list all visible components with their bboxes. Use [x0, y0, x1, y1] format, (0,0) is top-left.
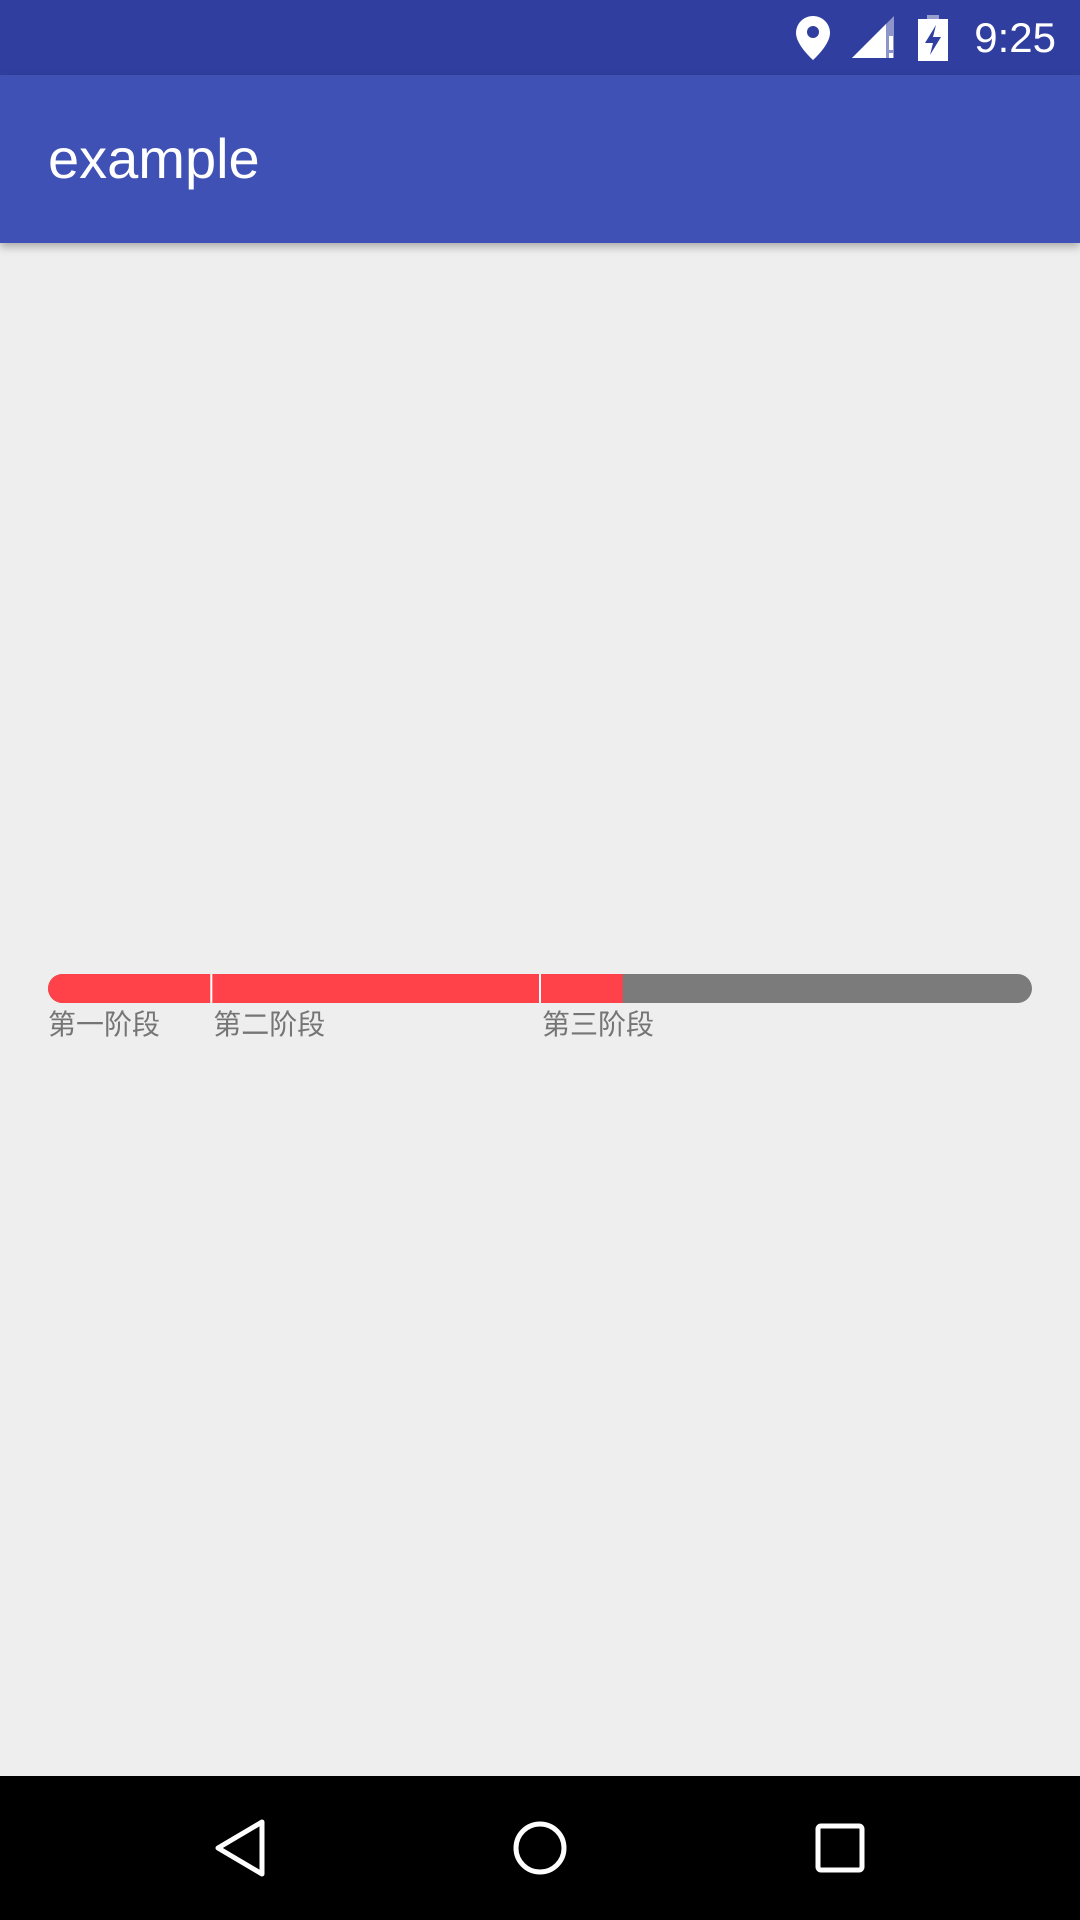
stage-progress-bar: [48, 974, 1032, 1003]
back-icon: [215, 1819, 265, 1877]
battery-charging-icon: [918, 14, 949, 61]
navigation-bar: [0, 1776, 1080, 1920]
app-bar: example: [0, 75, 1080, 243]
signal-icon: [852, 15, 895, 58]
stage-label: 第一阶段: [48, 1008, 161, 1041]
status-time: 9:25: [974, 14, 1056, 61]
app-title: example: [48, 127, 260, 190]
content-area: 第一阶段 第二阶段 第三阶段: [0, 243, 1080, 1776]
stage-progress-svg: [48, 974, 1032, 1003]
stage-separator: [210, 974, 213, 1003]
stage-labels: 第一阶段 第二阶段 第三阶段: [48, 1005, 1032, 1045]
stage-label: 第三阶段: [542, 1008, 655, 1041]
location-icon: [796, 15, 831, 60]
stage-separator: [539, 974, 541, 1003]
status-icons: 9:25: [796, 0, 1056, 75]
recents-icon: [815, 1823, 865, 1873]
back-button[interactable]: [168, 1776, 312, 1920]
recents-button[interactable]: [768, 1776, 912, 1920]
stage-label: 第二阶段: [213, 1008, 326, 1041]
home-icon: [513, 1821, 567, 1875]
progress-fill: [48, 974, 623, 1003]
home-button[interactable]: [468, 1776, 612, 1920]
status-bar: 9:25: [0, 0, 1080, 75]
